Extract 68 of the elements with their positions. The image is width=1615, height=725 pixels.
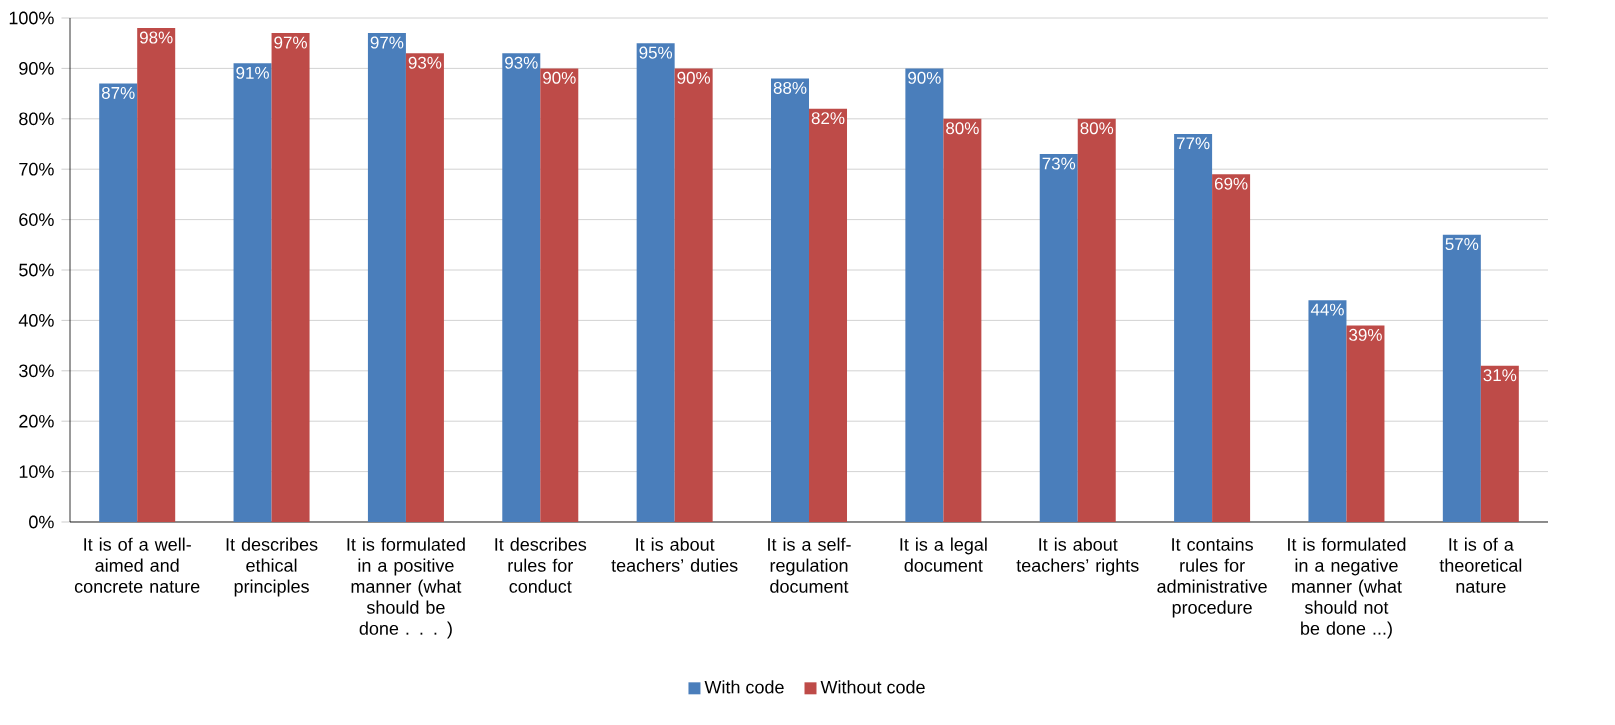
data-label: 57% — [1445, 238, 1479, 251]
bar — [809, 108, 848, 522]
data-label: 93% — [505, 56, 538, 69]
data-label: 97% — [370, 36, 404, 49]
x-tick-label: It is about teachers’ rights — [1016, 537, 1139, 576]
x-tick-label: It is formulated in a positive manner (what should be done . . . ) — [347, 537, 465, 639]
data-label: 91% — [236, 66, 269, 79]
data-label: 80% — [946, 122, 979, 135]
x-tick-label: It is of a theoretical nature — [1439, 537, 1522, 593]
bar — [1442, 234, 1481, 522]
bar — [405, 53, 444, 522]
x-tick-label: It is a self-regulation document — [768, 537, 851, 593]
data-label: 87% — [101, 86, 135, 99]
bar — [233, 63, 272, 522]
data-label: 90% — [908, 71, 941, 84]
y-tick-label: 70% — [19, 162, 54, 176]
data-label: 98% — [139, 31, 173, 44]
data-label: 69% — [1214, 177, 1248, 190]
bar — [636, 43, 675, 522]
y-tick-label: 100% — [9, 11, 54, 25]
y-tick-label: 30% — [19, 364, 54, 378]
data-label: 80% — [1080, 122, 1114, 135]
legend-label: Without code — [820, 680, 925, 694]
x-tick-label: It is about teachers’ duties — [611, 537, 738, 572]
x-tick-label: It contains rules for administrative procedure — [1157, 537, 1267, 618]
x-tick-label: It is formulated in a negative manner (what should not be done ...) — [1288, 537, 1406, 639]
data-label: 77% — [1176, 137, 1210, 150]
data-label: 90% — [543, 71, 576, 84]
x-tick-label: It describes rules for conduct — [495, 537, 587, 593]
y-tick-label: 10% — [19, 465, 54, 478]
y-tick-label: 90% — [19, 62, 54, 75]
data-label: 39% — [1349, 328, 1382, 341]
bar — [1212, 174, 1251, 522]
bar — [1346, 325, 1385, 522]
data-label: 44% — [1310, 303, 1344, 316]
bar — [1039, 154, 1078, 522]
y-tick-label: 60% — [19, 213, 54, 226]
bar — [137, 28, 176, 522]
data-label: 88% — [773, 81, 807, 94]
y-tick-label: 40% — [18, 314, 54, 327]
bar — [271, 33, 310, 522]
bar — [1174, 133, 1213, 522]
legend-label: With code — [704, 680, 784, 694]
x-tick-label: It is of a well-aimed and concrete nature — [74, 537, 200, 593]
bar — [99, 83, 138, 522]
data-label: 90% — [677, 71, 711, 84]
bar — [367, 33, 406, 522]
bar — [1480, 365, 1519, 522]
y-tick-label: 0% — [29, 515, 54, 529]
data-label: 31% — [1483, 369, 1517, 382]
bar — [674, 68, 713, 522]
x-tick-label: It describes ethical principles — [226, 537, 318, 597]
y-tick-label: 50% — [19, 263, 54, 277]
bar — [540, 68, 579, 522]
bar — [905, 68, 944, 522]
data-label: 93% — [408, 56, 442, 69]
bar — [943, 118, 982, 522]
x-tick-label: It is a legal document — [900, 537, 987, 572]
bar — [1077, 118, 1116, 522]
bar — [771, 78, 810, 522]
data-label: 82% — [811, 112, 845, 125]
y-tick-label: 20% — [19, 414, 54, 428]
y-tick-label: 80% — [19, 112, 54, 126]
data-label: 73% — [1042, 157, 1076, 170]
bar — [502, 53, 541, 522]
data-label: 95% — [639, 46, 673, 59]
data-label: 97% — [274, 36, 307, 49]
bar — [1308, 300, 1347, 522]
